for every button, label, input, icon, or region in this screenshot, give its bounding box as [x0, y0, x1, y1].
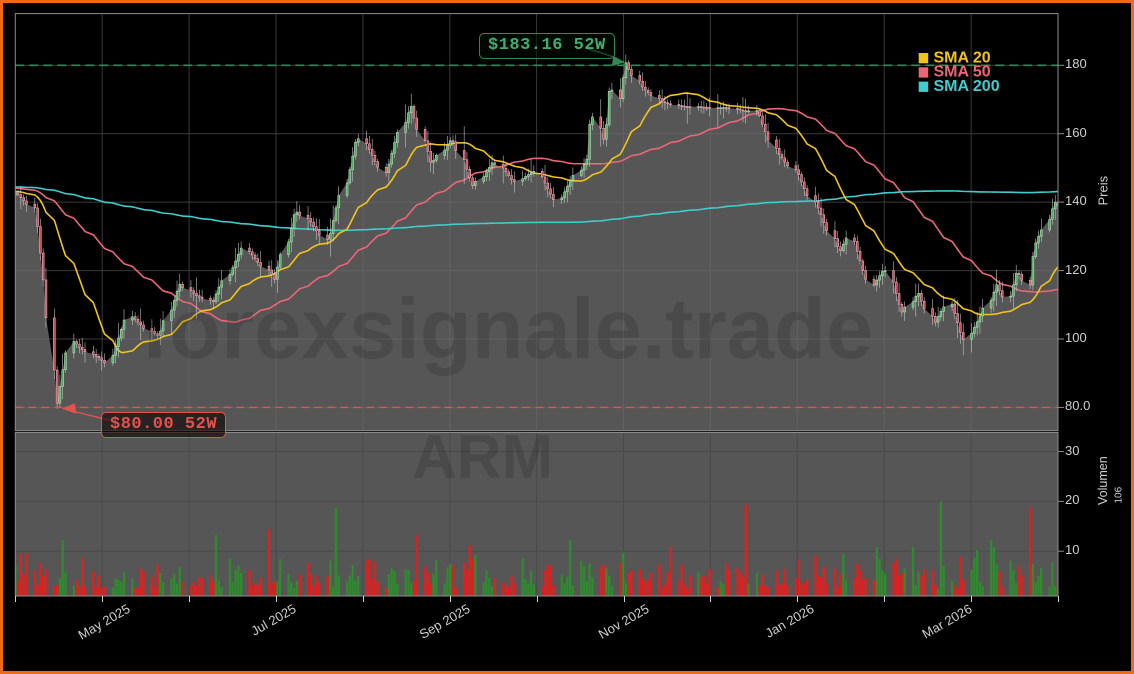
svg-text:SMA 200: SMA 200: [934, 78, 1000, 95]
